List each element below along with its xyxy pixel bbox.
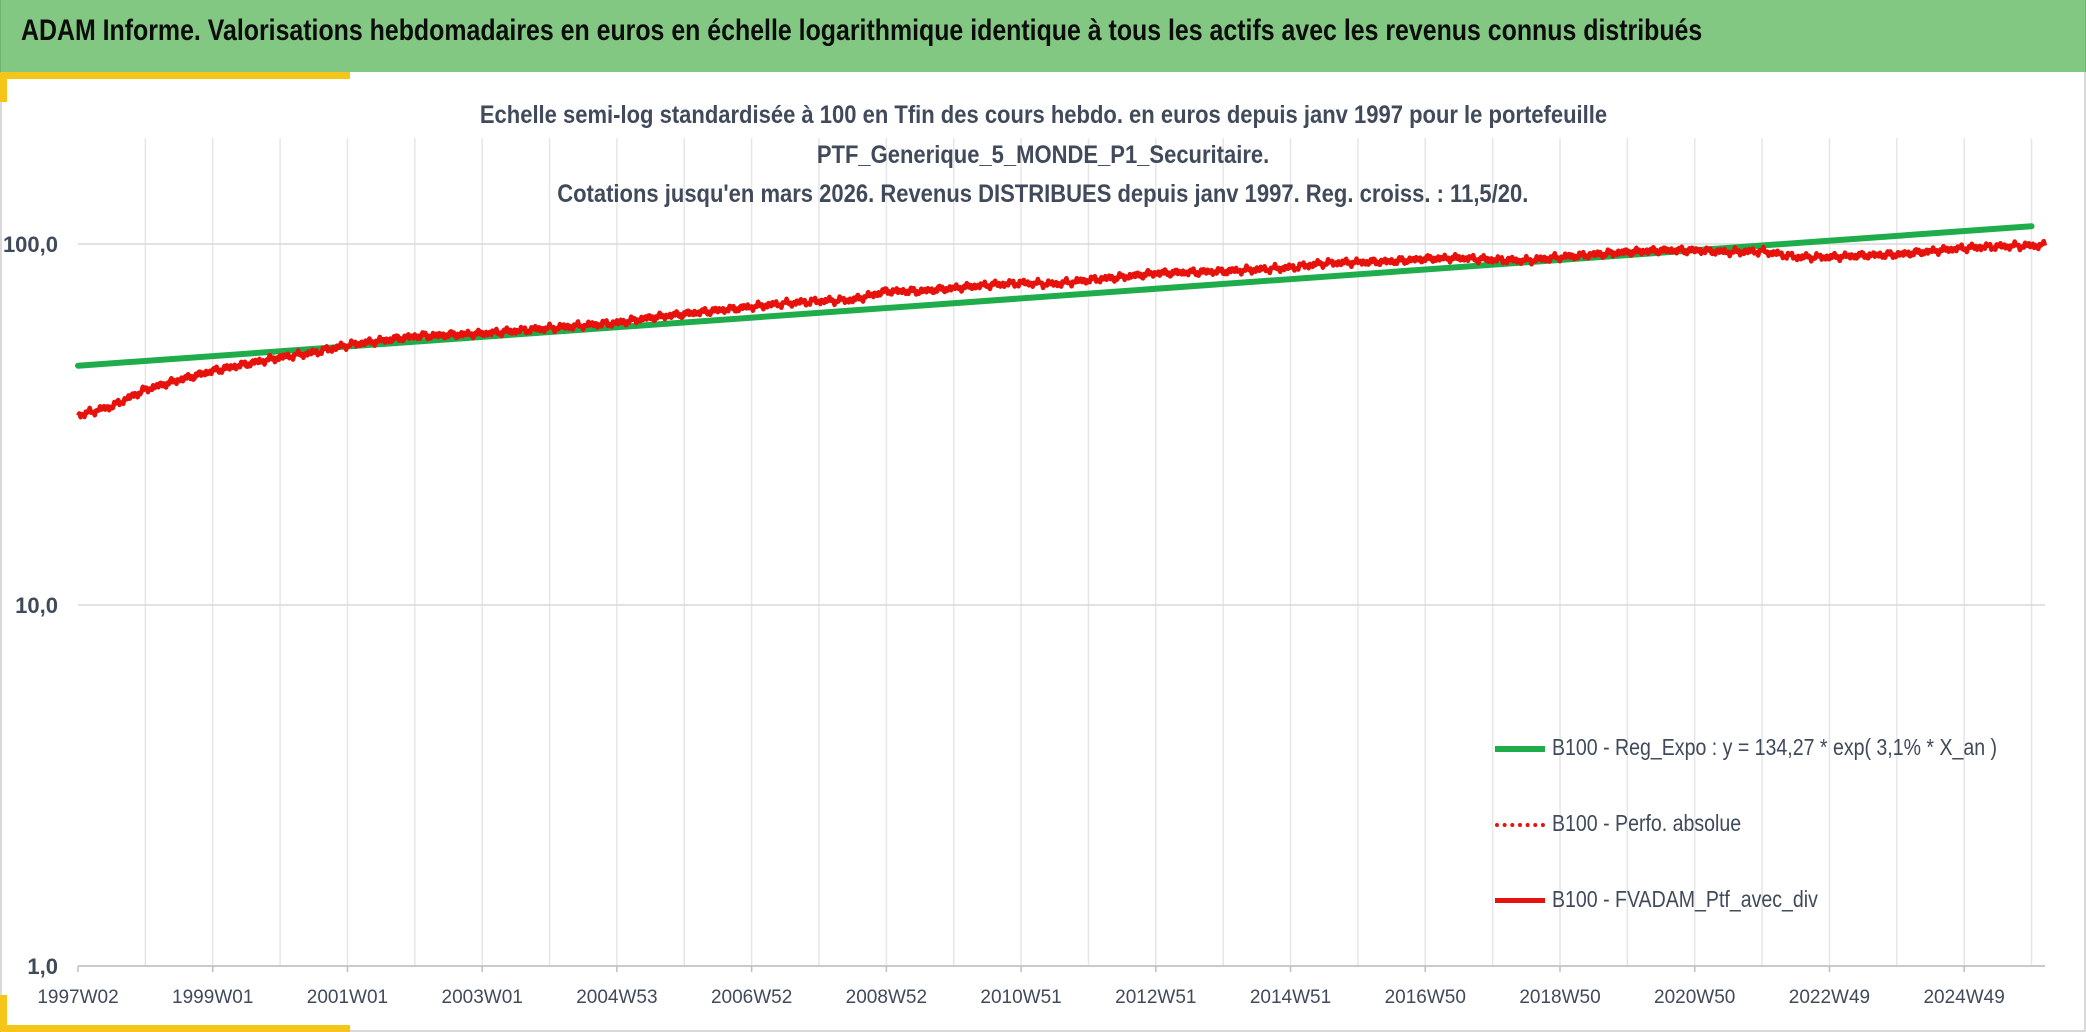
accent-bar-left-top xyxy=(0,72,7,102)
x-tick-label: 2016W50 xyxy=(1385,987,1466,1008)
chart-frame xyxy=(0,72,2086,1032)
x-tick-label: 2001W01 xyxy=(307,987,388,1008)
y-tick-label: 1,0 xyxy=(27,954,58,979)
accent-bar-left-bottom xyxy=(0,995,7,1032)
report-title: ADAM Informe. Valorisations hebdomadaire… xyxy=(21,14,1703,47)
x-tick-label: 2008W52 xyxy=(846,987,927,1008)
x-tick-label: 2018W50 xyxy=(1519,987,1600,1008)
legend-swatch-fvadam xyxy=(1495,898,1545,903)
chart-title-line-2: PTF_Generique_5_MONDE_P1_Securitaire. xyxy=(816,141,1270,169)
chart-title-line-3: Cotations jusqu'en mars 2026. Revenus DI… xyxy=(557,180,1529,208)
y-tick-label: 100,0 xyxy=(3,232,58,257)
x-tick-label: 1997W02 xyxy=(37,987,118,1008)
x-tick-label: 2020W50 xyxy=(1654,987,1735,1008)
series xyxy=(75,223,2048,420)
x-tick-label: 2004W53 xyxy=(576,987,657,1008)
x-tick-label: 2022W49 xyxy=(1789,987,1870,1008)
x-tick-label: 2006W52 xyxy=(711,987,792,1008)
series-line-fvadam xyxy=(76,238,2048,420)
x-tick-label: 2024W49 xyxy=(1923,987,2004,1008)
header-bar: ADAM Informe. Valorisations hebdomadaire… xyxy=(0,0,2086,72)
x-tick-label: 2014W51 xyxy=(1250,987,1331,1008)
legend-item-perfo: B100 - Perfo. absolue xyxy=(1495,810,2055,840)
legend-label-regression: B100 - Reg_Expo : y = 134,27 * exp( 3,1%… xyxy=(1552,734,1998,760)
axes: 100,0 10,0 1,0 1997W02 1999W01 2001W01 2003W01… xyxy=(3,232,2045,1008)
legend-item-fvadam: B100 - FVADAM_Ptf_avec_div xyxy=(1495,886,2055,916)
y-tick-label: 10,0 xyxy=(15,593,58,618)
legend-swatch-regression xyxy=(1495,746,1545,752)
legend-swatch-perfo xyxy=(1495,823,1545,827)
x-tick-label: 2003W01 xyxy=(442,987,523,1008)
x-tick-label: 1999W01 xyxy=(172,987,253,1008)
legend-label-perfo: B100 - Perfo. absolue xyxy=(1552,810,1742,836)
accent-bar-top xyxy=(0,72,350,79)
legend: B100 - Reg_Expo : y = 134,27 * exp( 3,1%… xyxy=(1495,734,2055,934)
accent-bar-bottom xyxy=(0,1025,350,1032)
x-tick-label: 2010W51 xyxy=(980,987,1061,1008)
chart-title-line-1: Echelle semi-log standardisée à 100 en T… xyxy=(479,101,1607,129)
legend-label-fvadam: B100 - FVADAM_Ptf_avec_div xyxy=(1552,886,1818,912)
x-tick-label: 2012W51 xyxy=(1115,987,1196,1008)
legend-item-regression: B100 - Reg_Expo : y = 134,27 * exp( 3,1%… xyxy=(1495,734,2055,764)
